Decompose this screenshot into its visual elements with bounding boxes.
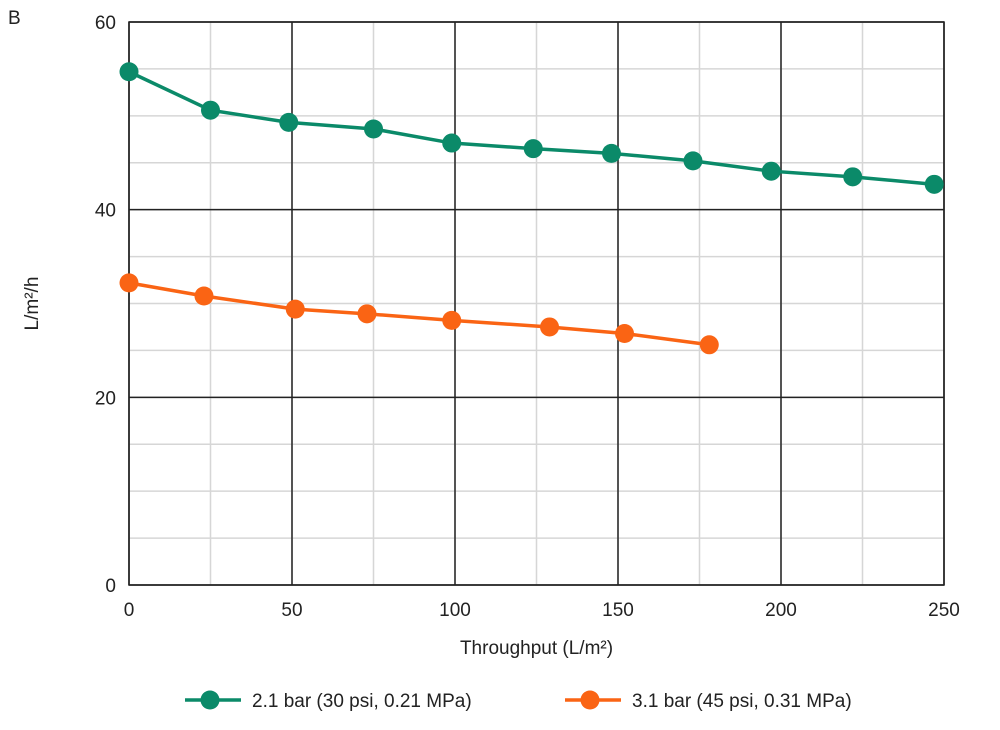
legend-label-2: 3.1 bar (45 psi, 0.31 MPa) bbox=[632, 691, 852, 712]
x-tick-label: 150 bbox=[602, 600, 634, 621]
x-tick-label: 50 bbox=[281, 600, 302, 621]
data-point-series-2 bbox=[194, 286, 214, 306]
y-tick-label: 40 bbox=[95, 201, 116, 222]
data-point-series-1 bbox=[843, 167, 863, 187]
y-axis-label: L/m²/h bbox=[22, 277, 43, 331]
data-point-series-1 bbox=[279, 112, 299, 132]
data-point-series-1 bbox=[119, 62, 139, 82]
x-tick-label: 200 bbox=[765, 600, 797, 621]
data-point-series-1 bbox=[201, 100, 220, 120]
x-tick-label: 0 bbox=[124, 600, 135, 621]
series-line-1 bbox=[128, 70, 935, 187]
x-tick-label: 100 bbox=[439, 600, 471, 621]
data-point-series-1 bbox=[924, 174, 944, 194]
data-point-series-2 bbox=[540, 317, 560, 337]
data-point-series-1 bbox=[761, 161, 781, 181]
y-tick-label: 0 bbox=[105, 576, 116, 597]
data-point-series-2 bbox=[119, 273, 139, 293]
data-point-series-2 bbox=[357, 304, 377, 324]
data-point-series-2 bbox=[699, 335, 719, 355]
plot-frame bbox=[128, 21, 945, 586]
x-axis-label: Throughput (L/m²) bbox=[460, 638, 613, 659]
data-point-series-1 bbox=[442, 133, 462, 153]
legend-label-1: 2.1 bar (30 psi, 0.21 MPa) bbox=[252, 691, 472, 712]
data-point-series-2 bbox=[285, 299, 305, 319]
data-point-series-2 bbox=[442, 310, 462, 330]
y-tick-label: 60 bbox=[95, 13, 116, 34]
data-point-series-1 bbox=[601, 143, 621, 163]
data-point-series-2 bbox=[615, 324, 635, 344]
data-point-series-1 bbox=[364, 119, 383, 139]
legend-marker-1 bbox=[200, 690, 220, 710]
data-point-series-1 bbox=[523, 139, 543, 159]
data-point-series-1 bbox=[683, 151, 703, 171]
x-tick-label: 250 bbox=[928, 600, 960, 621]
panel-label: B bbox=[8, 8, 21, 29]
y-tick-label: 20 bbox=[95, 388, 116, 409]
series-line-2 bbox=[128, 281, 710, 347]
legend-marker-2 bbox=[580, 690, 600, 710]
